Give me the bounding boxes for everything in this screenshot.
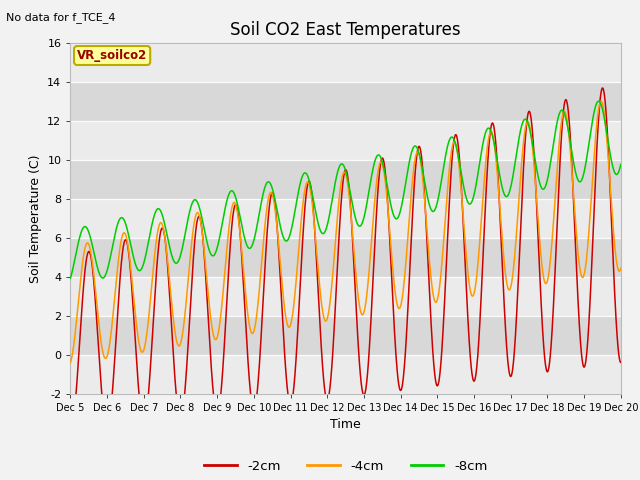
Text: No data for f_TCE_4: No data for f_TCE_4 [6,12,116,23]
Text: VR_soilco2: VR_soilco2 [77,49,147,62]
Bar [70,355,621,394]
Bar [70,43,621,82]
Bar [70,199,621,238]
X-axis label: Time: Time [330,418,361,431]
Y-axis label: Soil Temperature (C): Soil Temperature (C) [29,154,42,283]
Legend: -2cm, -4cm, -8cm: -2cm, -4cm, -8cm [198,455,493,478]
Bar [70,277,621,316]
Bar [70,316,621,355]
Bar [70,121,621,160]
Bar [70,238,621,277]
Bar [70,82,621,121]
Title: Soil CO2 East Temperatures: Soil CO2 East Temperatures [230,21,461,39]
Bar [70,160,621,199]
